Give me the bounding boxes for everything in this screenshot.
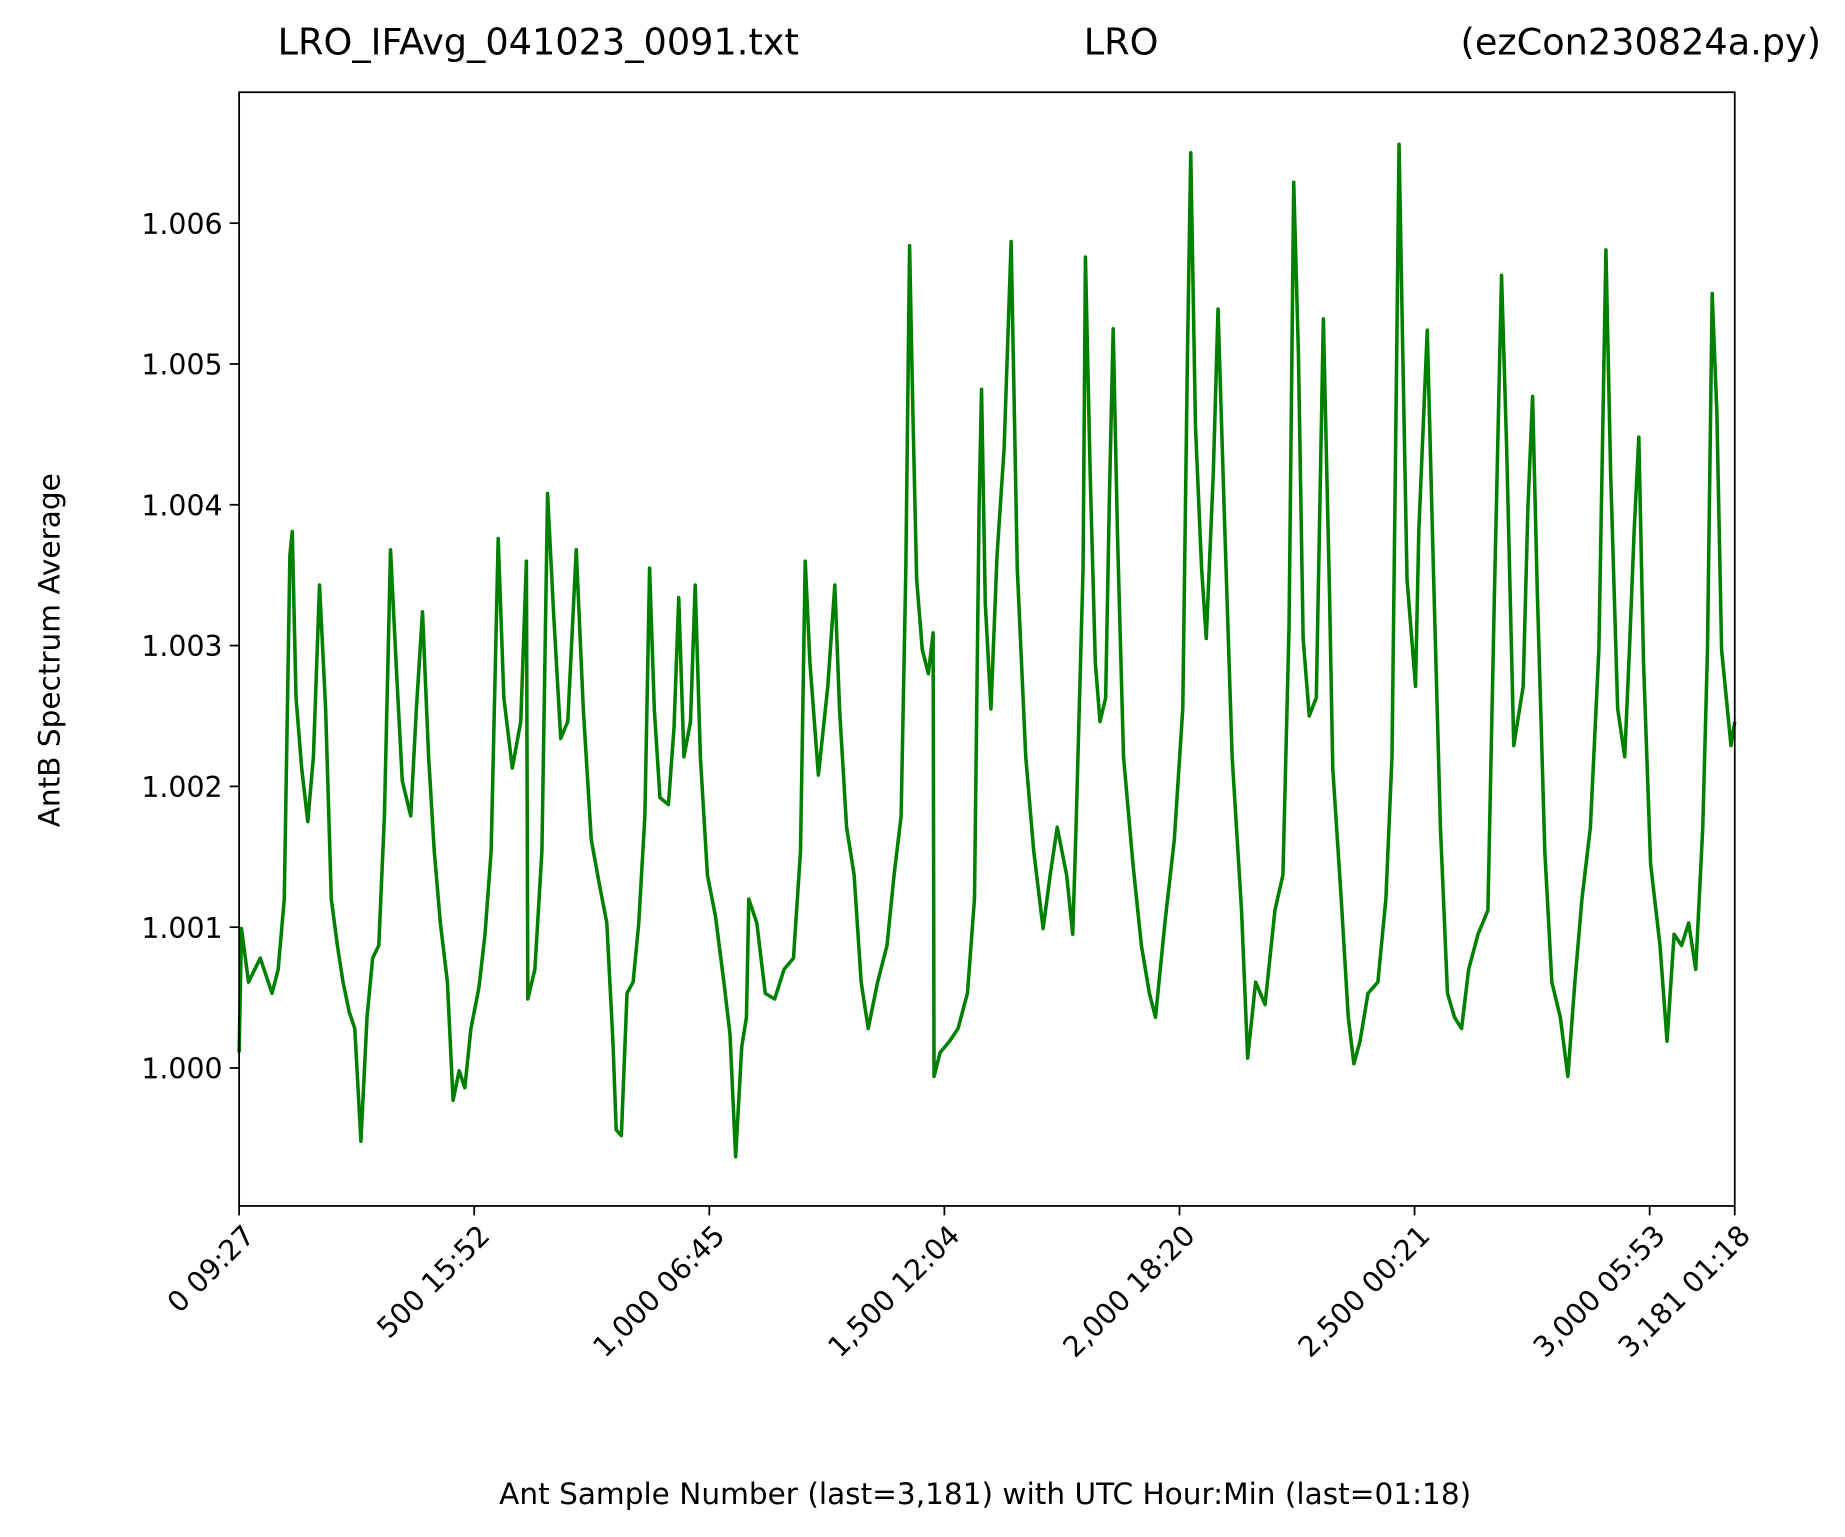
y-tick-label: 1.004 <box>141 489 222 522</box>
x-tick-label: 500 15:52 <box>371 1219 497 1345</box>
x-tick-label: 1,000 06:45 <box>586 1219 731 1364</box>
plot-frame <box>238 91 1736 1207</box>
y-tick-label: 1.000 <box>141 1053 222 1086</box>
data-line <box>237 142 1737 1159</box>
chart-title: LRO_IFAvg_041023_0091.txt <box>278 20 799 63</box>
y-tick-label: 1.002 <box>141 771 222 804</box>
chart-title: (ezCon230824a.py) <box>1461 20 1822 63</box>
y-tick-label: 1.005 <box>141 349 222 382</box>
y-tick-label: 1.006 <box>141 208 222 241</box>
y-axis-label: AntB Spectrum Average <box>32 473 66 827</box>
y-tick-label: 1.001 <box>141 912 222 945</box>
x-axis-label: Ant Sample Number (last=3,181) with UTC … <box>499 1477 1471 1511</box>
x-tick-label: 2,500 00:21 <box>1292 1219 1437 1364</box>
y-tick-label: 1.003 <box>141 630 222 663</box>
chart-title: LRO <box>1084 20 1159 63</box>
x-tick-label: 2,000 18:20 <box>1057 1219 1202 1364</box>
x-tick-label: 0 09:27 <box>161 1219 261 1319</box>
x-tick-label: 1,500 12:04 <box>822 1219 967 1364</box>
